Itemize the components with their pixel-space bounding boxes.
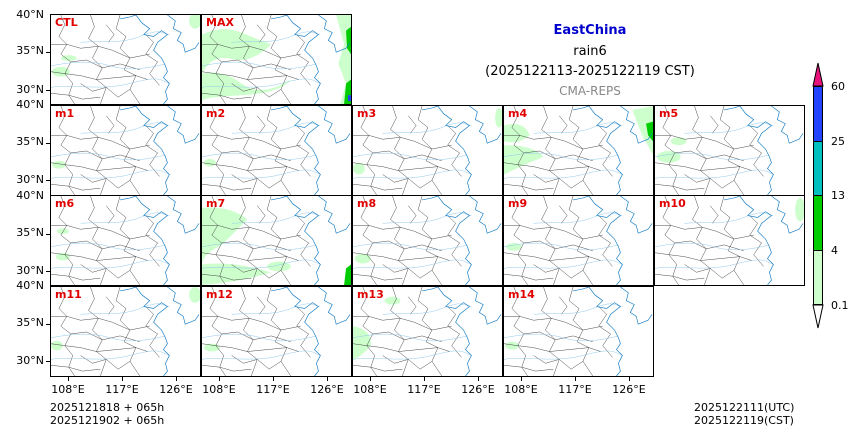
init-time-utc: 2025121818 + 065h — [50, 401, 165, 414]
panel-label: m9 — [508, 197, 528, 210]
map-panel-m3: m3 — [352, 105, 503, 196]
map-panel-m8: m8 — [352, 195, 503, 286]
panel-label: m14 — [508, 288, 535, 301]
ytick-label: 35°N — [16, 226, 44, 239]
map-panel-m2: m2 — [201, 105, 352, 196]
ytick-label: 35°N — [16, 135, 44, 148]
colorbar-segment-0.1-4 — [813, 250, 823, 305]
chart-title-variable: rain6 — [573, 44, 607, 59]
xtick-mark — [424, 377, 425, 381]
xtick-mark — [273, 377, 274, 381]
xtick-label: 117°E — [105, 383, 139, 396]
panel-label: m1 — [55, 107, 75, 120]
xtick-label: 108°E — [202, 383, 236, 396]
xtick-mark — [370, 377, 371, 381]
ytick-mark — [46, 361, 50, 362]
panel-label: m8 — [357, 197, 377, 210]
map-panel-m10: m10 — [654, 195, 805, 286]
colorbar-segment-25-60 — [813, 86, 823, 141]
ytick-mark — [46, 271, 50, 272]
colorbar-label: 0.1 — [831, 299, 849, 312]
map-panel-m7: m7 — [201, 195, 352, 286]
colorbar-under-arrow — [812, 304, 824, 329]
valid-time-cst: 2025122119(CST) — [694, 414, 794, 427]
xtick-label: 117°E — [558, 383, 592, 396]
colorbar-label: 13 — [831, 189, 845, 202]
xtick-mark — [176, 377, 177, 381]
xtick-mark — [629, 377, 630, 381]
xtick-label: 117°E — [256, 383, 290, 396]
map-panel-m14: m14 — [503, 286, 654, 377]
map-panel-m11: m11 — [50, 286, 201, 377]
map-panel-m12: m12 — [201, 286, 352, 377]
chart-title-model: CMA-REPS — [559, 84, 621, 98]
panel-label: MAX — [206, 16, 234, 29]
ytick-label: 40°N — [16, 279, 44, 292]
map-panel-ctl: CTL — [50, 14, 201, 105]
xtick-label: 126°E — [461, 383, 495, 396]
ytick-mark — [46, 324, 50, 325]
ytick-mark — [46, 143, 50, 144]
panel-label: m13 — [357, 288, 384, 301]
panel-label: m5 — [659, 107, 679, 120]
map-panel-m1: m1 — [50, 105, 201, 196]
ytick-mark — [46, 180, 50, 181]
ytick-label: 30°N — [16, 354, 44, 367]
panel-label: m2 — [206, 107, 226, 120]
xtick-mark — [219, 377, 220, 381]
ytick-label: 40°N — [16, 98, 44, 111]
chart-title-region: EastChina — [553, 23, 627, 38]
colorbar-label: 25 — [831, 135, 845, 148]
panel-label: m10 — [659, 197, 686, 210]
panel-label: CTL — [55, 16, 78, 29]
xtick-mark — [575, 377, 576, 381]
xtick-label: 126°E — [310, 383, 344, 396]
colorbar-label: 4 — [831, 244, 838, 257]
ytick-label: 35°N — [16, 316, 44, 329]
colorbar-label: 60 — [831, 80, 845, 93]
xtick-label: 126°E — [159, 383, 193, 396]
xtick-mark — [521, 377, 522, 381]
ytick-label: 30°N — [16, 83, 44, 96]
init-time-cst: 2025121902 + 065h — [50, 414, 165, 427]
ytick-mark — [46, 52, 50, 53]
ytick-label: 30°N — [16, 264, 44, 277]
xtick-mark — [68, 377, 69, 381]
panel-label: m12 — [206, 288, 233, 301]
ytick-label: 35°N — [16, 44, 44, 57]
chart-title-period: (2025122113-2025122119 CST) — [485, 64, 695, 79]
map-panel-m13: m13 — [352, 286, 503, 377]
xtick-label: 108°E — [51, 383, 85, 396]
xtick-label: 117°E — [407, 383, 441, 396]
map-panel-m6: m6 — [50, 195, 201, 286]
panel-label: m11 — [55, 288, 82, 301]
xtick-mark — [478, 377, 479, 381]
map-panel-m9: m9 — [503, 195, 654, 286]
colorbar-over-arrow — [812, 62, 824, 87]
xtick-mark — [327, 377, 328, 381]
colorbar-segment-4-13 — [813, 195, 823, 250]
xtick-label: 108°E — [504, 383, 538, 396]
ytick-mark — [46, 234, 50, 235]
ytick-label: 40°N — [16, 8, 44, 21]
map-panel-max: MAX — [201, 14, 352, 105]
panel-label: m3 — [357, 107, 377, 120]
ytick-label: 40°N — [16, 189, 44, 202]
map-panel-m4: m4 — [503, 105, 654, 196]
ytick-mark — [46, 90, 50, 91]
map-panel-m5: m5 — [654, 105, 805, 196]
colorbar-segment-13-25 — [813, 141, 823, 195]
valid-time-utc: 2025122111(UTC) — [694, 401, 795, 414]
xtick-mark — [122, 377, 123, 381]
xtick-label: 108°E — [353, 383, 387, 396]
panel-label: m6 — [55, 197, 75, 210]
ytick-label: 30°N — [16, 173, 44, 186]
xtick-label: 126°E — [612, 383, 646, 396]
panel-label: m7 — [206, 197, 226, 210]
panel-label: m4 — [508, 107, 528, 120]
